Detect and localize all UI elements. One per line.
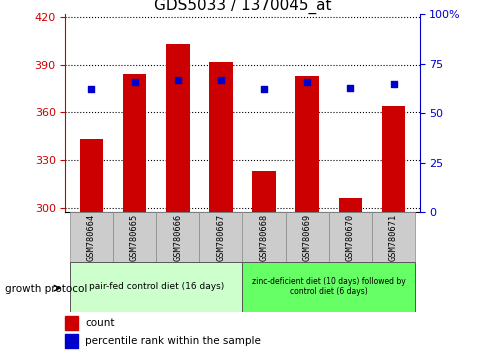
- Bar: [79, 139, 103, 212]
- Bar: [65, 316, 78, 330]
- Text: count: count: [85, 318, 114, 328]
- Text: GSM780667: GSM780667: [216, 213, 225, 261]
- Text: GSM780664: GSM780664: [87, 213, 96, 261]
- Point: [260, 87, 268, 92]
- Point: [303, 79, 311, 84]
- Text: percentile rank within the sample: percentile rank within the sample: [85, 336, 260, 346]
- Text: zinc-deficient diet (10 days) followed by
control diet (6 days): zinc-deficient diet (10 days) followed b…: [252, 277, 405, 296]
- Bar: [285, 212, 328, 262]
- Bar: [295, 76, 318, 212]
- Bar: [242, 212, 285, 262]
- Text: GSM780665: GSM780665: [130, 213, 139, 261]
- Point: [216, 77, 224, 82]
- Bar: [338, 198, 362, 212]
- Text: GSM780669: GSM780669: [302, 213, 311, 261]
- Bar: [70, 262, 242, 312]
- Text: GSM780666: GSM780666: [173, 213, 182, 261]
- Bar: [381, 106, 405, 212]
- Bar: [252, 171, 275, 212]
- Point: [346, 85, 354, 90]
- Point: [173, 77, 181, 82]
- Text: GSM780671: GSM780671: [388, 213, 397, 261]
- Title: GDS5033 / 1370045_at: GDS5033 / 1370045_at: [153, 0, 331, 14]
- Bar: [328, 212, 371, 262]
- Point: [130, 79, 138, 84]
- Bar: [199, 212, 242, 262]
- Point: [87, 87, 95, 92]
- Bar: [242, 262, 414, 312]
- Text: pair-fed control diet (16 days): pair-fed control diet (16 days): [89, 282, 223, 291]
- Bar: [113, 212, 156, 262]
- Bar: [371, 212, 414, 262]
- Text: GSM780668: GSM780668: [259, 213, 268, 261]
- Bar: [209, 62, 232, 212]
- Bar: [166, 44, 189, 212]
- Bar: [70, 212, 113, 262]
- Point: [389, 81, 397, 86]
- Bar: [122, 74, 146, 212]
- Bar: [65, 334, 78, 348]
- Bar: [156, 212, 199, 262]
- Text: GSM780670: GSM780670: [345, 213, 354, 261]
- Text: growth protocol: growth protocol: [5, 284, 87, 293]
